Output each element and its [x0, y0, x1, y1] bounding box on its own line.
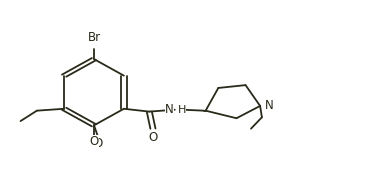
- Text: O: O: [89, 135, 98, 148]
- Text: N: N: [265, 99, 273, 113]
- Text: H: H: [178, 105, 186, 115]
- Text: Br: Br: [87, 31, 101, 44]
- Text: O: O: [148, 132, 158, 144]
- Text: N: N: [165, 103, 174, 116]
- Text: O: O: [93, 137, 102, 150]
